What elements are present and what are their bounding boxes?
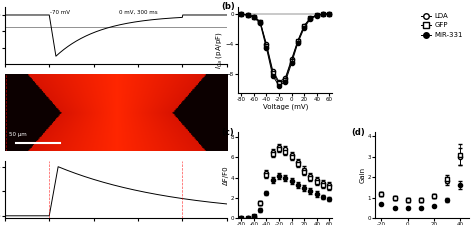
LDA bbox=[295, 39, 301, 42]
LDA bbox=[283, 77, 288, 79]
GFP bbox=[314, 14, 319, 16]
GFP bbox=[257, 20, 263, 23]
Y-axis label: ΔF/F0: ΔF/F0 bbox=[223, 165, 229, 185]
Line: LDA: LDA bbox=[239, 11, 331, 84]
MiR-331 bbox=[295, 41, 301, 44]
MiR-331 bbox=[270, 74, 275, 77]
GFP bbox=[251, 15, 257, 18]
Text: 50 μm: 50 μm bbox=[9, 132, 27, 137]
GFP bbox=[301, 25, 307, 28]
Y-axis label: Gain: Gain bbox=[360, 167, 366, 183]
MiR-331 bbox=[289, 62, 294, 64]
MiR-331 bbox=[264, 47, 269, 49]
GFP bbox=[327, 12, 332, 15]
GFP bbox=[270, 72, 275, 74]
Line: MiR-331: MiR-331 bbox=[239, 12, 331, 88]
MiR-331 bbox=[320, 13, 326, 16]
Text: (b): (b) bbox=[221, 2, 235, 11]
Text: (d): (d) bbox=[351, 128, 365, 137]
MiR-331 bbox=[301, 26, 307, 29]
MiR-331 bbox=[327, 13, 332, 16]
LDA bbox=[314, 14, 319, 16]
Y-axis label: $I_{Ca}$ (pA/pF): $I_{Ca}$ (pA/pF) bbox=[214, 31, 225, 69]
GFP bbox=[283, 78, 288, 81]
LDA bbox=[276, 81, 282, 83]
GFP bbox=[264, 44, 269, 47]
Text: 0 mV, 300 ms: 0 mV, 300 ms bbox=[118, 10, 157, 15]
Legend: LDA, GFP, MiR-331: LDA, GFP, MiR-331 bbox=[418, 10, 466, 41]
MiR-331 bbox=[257, 22, 263, 25]
MiR-331 bbox=[245, 14, 250, 16]
MiR-331 bbox=[276, 84, 282, 87]
MiR-331 bbox=[238, 13, 244, 16]
LDA bbox=[289, 58, 294, 61]
LDA bbox=[320, 13, 326, 16]
LDA bbox=[245, 14, 250, 16]
GFP bbox=[238, 13, 244, 16]
GFP bbox=[245, 14, 250, 16]
LDA bbox=[251, 15, 257, 18]
GFP bbox=[295, 40, 301, 43]
LDA bbox=[270, 69, 275, 72]
MiR-331 bbox=[308, 17, 313, 20]
GFP bbox=[320, 13, 326, 16]
LDA bbox=[264, 43, 269, 46]
LDA bbox=[238, 13, 244, 16]
Line: GFP: GFP bbox=[239, 11, 331, 86]
Text: -70 mV: -70 mV bbox=[50, 10, 70, 15]
LDA bbox=[327, 12, 332, 15]
Text: (c): (c) bbox=[221, 128, 234, 137]
X-axis label: Voltage (mV): Voltage (mV) bbox=[263, 104, 308, 110]
LDA bbox=[308, 17, 313, 19]
MiR-331 bbox=[251, 16, 257, 19]
MiR-331 bbox=[314, 14, 319, 17]
LDA bbox=[301, 24, 307, 27]
GFP bbox=[289, 59, 294, 62]
MiR-331 bbox=[283, 81, 288, 83]
GFP bbox=[276, 82, 282, 85]
LDA bbox=[257, 20, 263, 23]
GFP bbox=[308, 17, 313, 19]
